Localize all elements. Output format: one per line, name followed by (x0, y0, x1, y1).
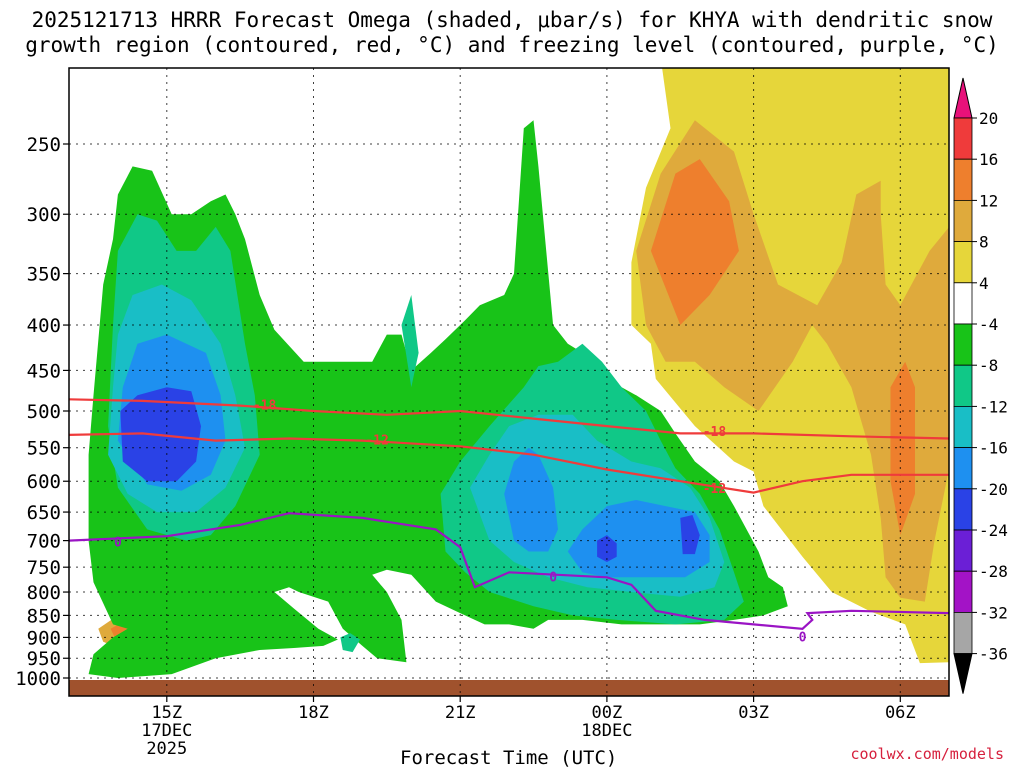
colorbar-segment (953, 529, 973, 572)
colorbar-label: -8 (979, 356, 998, 375)
colorbar-segment (953, 447, 973, 490)
y-tick-label: 400 (27, 315, 61, 337)
colorbar-label: -36 (979, 645, 1008, 664)
colorbar-segment (953, 282, 973, 325)
contour-label: -12 (703, 482, 726, 497)
x-tick-year: 2025 (146, 739, 187, 759)
y-tick-label: 500 (27, 401, 61, 423)
y-tick-label: 300 (27, 204, 61, 226)
colorbar-label: 4 (979, 274, 989, 293)
isotherm-minus18-line (69, 398, 949, 440)
chart-title-line1: 2025121713 HRRR Forecast Omega (shaded, … (31, 8, 993, 32)
contour-label: 0 (799, 630, 807, 645)
colorbar-segment (953, 199, 973, 242)
x-tick-label: 21Z (445, 703, 476, 723)
colorbar-segment (953, 323, 973, 366)
colorbar-segment (953, 364, 973, 407)
contour-label: -12 (365, 434, 388, 449)
y-tick-label: 600 (27, 471, 61, 493)
colorbar-label: 20 (979, 109, 998, 128)
colorbar-label: -24 (979, 521, 1008, 540)
omega-weak-sinking-dot (452, 630, 475, 650)
omega-rising-moderate-dot (401, 295, 419, 388)
y-tick-label: 550 (27, 438, 61, 460)
x-tick-label: 06Z (885, 703, 916, 723)
credit-text: coolwx.com/models (850, 745, 1004, 763)
colorbar-segment (953, 117, 973, 160)
colorbar-label: -12 (979, 397, 1008, 416)
x-tick-date: 18DEC (581, 721, 632, 741)
colorbar-segment (953, 612, 973, 655)
colorbar-label: 16 (979, 150, 998, 169)
colorbar-segment (953, 488, 973, 531)
y-tick-label: 900 (27, 627, 61, 649)
x-axis-title: Forecast Time (UTC) (400, 747, 618, 769)
colorbar-label: 12 (979, 191, 998, 210)
colorbar-segment (953, 158, 973, 201)
contour-label: -18 (703, 425, 727, 440)
y-tick-label: 650 (27, 502, 61, 524)
colorbar-top-arrow (953, 77, 973, 119)
omega-strong-sinking-core2 (890, 361, 915, 536)
x-tick-label: 03Z (738, 703, 769, 723)
y-tick-label: 800 (27, 582, 61, 604)
omega-rising-core-2 (597, 535, 617, 562)
colorbar-segment (953, 405, 973, 448)
omega-rising-stronger-2 (504, 447, 558, 552)
contour-label: 0 (114, 535, 122, 550)
isotherm-minus12-line (69, 432, 949, 494)
colorbar-label: 8 (979, 233, 989, 252)
contour-label: -18 (253, 399, 277, 414)
x-tick-date: 17DEC (141, 721, 192, 741)
y-tick-label: 1000 (15, 668, 61, 690)
y-tick-label: 700 (27, 531, 61, 553)
y-tick-label: 950 (27, 648, 61, 670)
x-tick-label: 18Z (298, 703, 329, 723)
terrain-bar (69, 680, 949, 696)
freezing-level-0C-line (69, 512, 949, 630)
y-tick-label: 250 (27, 134, 61, 156)
plot-frame (68, 67, 950, 697)
colorbar-label: -20 (979, 480, 1008, 499)
colorbar-bottom-arrow (953, 653, 973, 694)
y-tick-label: 750 (27, 557, 61, 579)
chart-title-line2: growth region (contoured, red, °C) and f… (25, 33, 999, 57)
y-tick-label: 350 (27, 264, 61, 286)
colorbar-label: -4 (979, 315, 998, 334)
omega-rising-moderate-dot2 (340, 633, 360, 653)
colorbar-label: -32 (979, 603, 1008, 622)
x-tick-label: 00Z (592, 703, 623, 723)
contour-label: 0 (549, 570, 557, 585)
colorbar-label: -16 (979, 439, 1008, 458)
colorbar-label: -28 (979, 562, 1008, 581)
x-tick-label: 15Z (151, 703, 182, 723)
colorbar-segment (953, 570, 973, 613)
omega-strong-sinking-core (650, 159, 739, 325)
y-tick-label: 450 (27, 360, 61, 382)
omega-rising-core-3 (680, 515, 700, 555)
y-tick-label: 850 (27, 605, 61, 627)
colorbar-segment (953, 241, 973, 284)
